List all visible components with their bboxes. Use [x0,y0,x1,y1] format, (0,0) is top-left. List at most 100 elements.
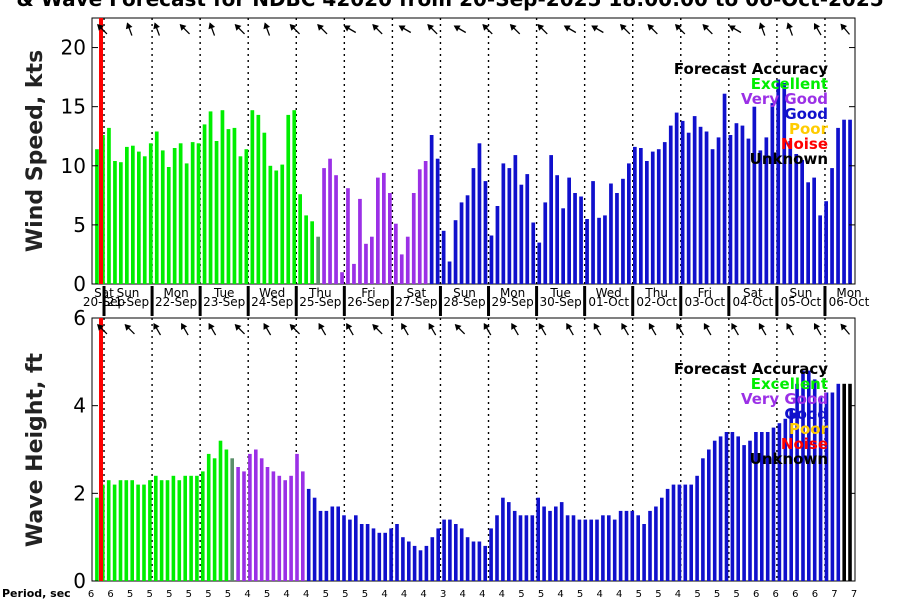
data-bar [654,506,658,581]
data-bar [848,119,852,284]
arrow-head [786,322,793,330]
data-bar [295,453,299,581]
day-weekday-label: Tue [213,286,235,300]
period-value: 5 [694,589,700,600]
direction-arrow-icon [538,322,547,336]
data-bar [579,196,583,284]
data-bar [177,480,182,581]
legend-entry: Excellent [751,75,828,93]
data-bar [224,449,229,581]
wind-speed-panel: 0 5 10 15 20 Wind Speed, kts Forecast Accura… [23,17,856,296]
data-bar [148,480,152,581]
data-bar [807,370,811,581]
data-bar [483,545,487,581]
data-bar [680,120,685,285]
data-bar [824,201,828,284]
data-bar [322,168,326,284]
data-bar [630,510,635,581]
y-tick-label: 20 [61,36,86,60]
data-bar [559,502,564,581]
direction-arrow-icon [97,324,108,335]
data-bar [330,506,335,581]
period-value: 4 [283,589,289,600]
data-bar [800,159,804,284]
data-bar [801,370,805,581]
arrow-head [676,322,683,330]
data-bar [465,537,470,581]
direction-arrow-icon [181,322,189,336]
day-date-label: 05-Oct [781,295,822,309]
data-bar [388,193,392,284]
data-bar [195,475,199,581]
data-bar [271,471,276,581]
data-bar [783,418,788,581]
direction-arrow-icon [483,322,492,336]
data-bar [429,135,434,284]
data-bar [603,215,607,284]
data-bar [376,177,380,284]
data-bar [148,143,153,284]
data-bar [370,236,374,284]
period-value: 4 [499,589,505,600]
data-bar [548,510,552,581]
data-bar [212,458,217,581]
data-bar [656,149,661,284]
data-bar [159,480,164,581]
wave-y-axis-label: Wave Height, ft [23,352,48,547]
data-bar [507,168,512,284]
y-tick-label: 2 [73,481,86,505]
data-bar [636,515,640,582]
data-bar [184,163,189,284]
data-bar [411,193,416,284]
day-date-label: 28-Sep [443,295,485,309]
direction-arrow-icon [398,25,412,34]
data-bar [190,142,195,284]
direction-arrow-icon [234,324,246,335]
direction-arrow-icon [509,24,521,35]
legend-title: Forecast Accuracy [674,360,828,378]
data-bar [137,151,141,284]
data-bar [601,515,605,582]
data-bar [459,202,464,284]
data-bar [405,236,410,284]
data-bar [441,230,446,284]
data-bar [310,221,314,284]
data-bar [642,524,646,581]
arrow-head [647,24,655,31]
data-bar [698,126,703,284]
day-date-label: 27-Sep [395,295,437,309]
direction-arrow-icon [703,322,712,336]
data-bar [621,178,625,284]
data-bar [782,83,787,284]
data-bar [107,127,111,285]
day-weekday-label: Wed [596,286,622,300]
data-bar [722,93,727,284]
data-bar [710,149,715,284]
arrow-head [428,322,435,330]
data-bar [306,488,311,581]
data-bar [561,208,565,284]
data-bar [254,449,258,581]
data-bar [689,484,693,581]
direction-arrow-icon [372,24,383,35]
arrow-head [97,324,104,331]
data-bar [530,515,535,582]
direction-arrow-icon [179,24,191,35]
wave-bars [95,318,852,582]
data-bar [501,497,505,581]
direction-arrow-icon [343,25,357,34]
direction-arrow-icon [346,322,354,336]
data-bar [537,242,542,284]
data-bar [524,515,529,582]
arrow-head [346,322,353,330]
direction-arrow-icon [153,322,162,336]
data-bar [754,432,758,581]
day-date-label: 01-Oct [588,295,629,309]
data-bar [448,519,452,581]
arrow-head [758,22,766,30]
data-bar [324,510,329,581]
data-bar [95,497,99,581]
period-value: 6 [812,589,818,600]
data-bar [758,150,763,284]
